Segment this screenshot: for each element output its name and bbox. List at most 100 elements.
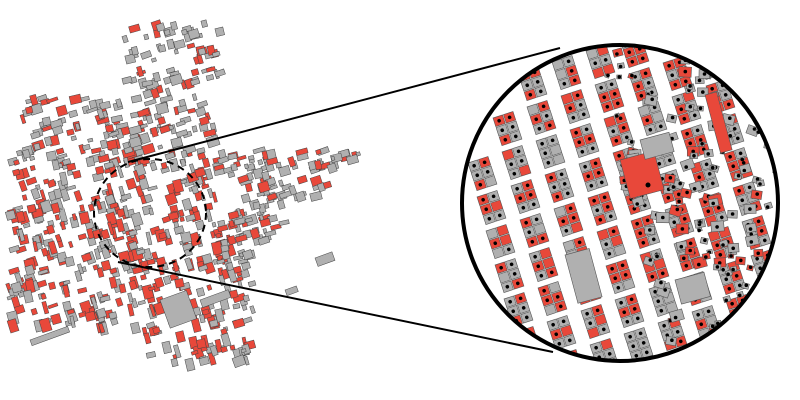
building (57, 153, 68, 160)
building-point (581, 112, 586, 117)
building (21, 194, 28, 201)
building-point (696, 312, 700, 317)
parcel (630, 45, 644, 46)
building (104, 168, 111, 174)
building-point (721, 267, 725, 272)
building (137, 299, 146, 306)
building-point (672, 220, 677, 225)
building (22, 289, 34, 304)
building (118, 185, 125, 196)
building (45, 150, 58, 162)
parcel (738, 163, 752, 175)
building-point (692, 154, 696, 158)
building (18, 179, 28, 193)
building (278, 165, 292, 178)
building-point (719, 215, 724, 220)
building (71, 213, 78, 221)
parcel (710, 54, 724, 68)
building-point (525, 83, 530, 88)
building-point (590, 146, 595, 151)
building (215, 232, 222, 239)
building (205, 208, 213, 223)
building (128, 23, 141, 34)
building-point (740, 198, 745, 203)
building-point (749, 232, 754, 237)
building-point (704, 62, 709, 67)
building-point (644, 350, 649, 355)
building (62, 284, 71, 298)
building-point (680, 227, 685, 231)
building (169, 21, 178, 31)
building (26, 203, 37, 214)
building (29, 94, 39, 106)
building (58, 208, 68, 223)
building-point (550, 138, 555, 143)
building-point (625, 319, 630, 324)
building (330, 155, 336, 162)
building (266, 156, 279, 166)
building-point (588, 321, 593, 326)
parcel (713, 64, 727, 77)
parcel (559, 362, 571, 374)
parcel (731, 316, 745, 329)
building-point (491, 194, 496, 199)
block (503, 292, 534, 327)
building (98, 150, 106, 157)
parcel (491, 246, 505, 259)
building (10, 295, 21, 308)
building-point (560, 356, 564, 361)
building-point (748, 227, 753, 231)
building-point (562, 182, 567, 186)
building (96, 107, 105, 120)
building (55, 104, 69, 117)
building (197, 152, 207, 161)
building-point (770, 309, 775, 314)
building (164, 228, 171, 239)
building-point (727, 286, 732, 291)
large-building (674, 271, 711, 305)
building-point (688, 84, 692, 88)
building-point (692, 113, 697, 118)
building-point (630, 59, 635, 64)
building-point (711, 49, 716, 54)
building-point (659, 280, 663, 285)
building (316, 182, 326, 193)
building (25, 176, 38, 186)
building (145, 321, 156, 329)
block (476, 190, 507, 225)
building (47, 302, 59, 310)
building-point (603, 58, 608, 62)
building (30, 187, 41, 200)
building-point (717, 261, 722, 265)
building-point (584, 127, 589, 132)
parcel (499, 233, 513, 247)
building-point (756, 251, 760, 256)
building (288, 184, 298, 196)
building (120, 193, 132, 201)
building (122, 205, 130, 218)
block (596, 225, 627, 260)
building-point (700, 142, 704, 146)
building (198, 356, 210, 367)
building (190, 78, 201, 86)
building (204, 168, 214, 181)
building-point (509, 162, 514, 167)
building (185, 213, 196, 222)
parcel (742, 313, 756, 326)
building-point (755, 177, 760, 181)
building (135, 185, 144, 198)
building (51, 159, 61, 171)
block (585, 45, 616, 79)
building-point (779, 188, 783, 192)
building (164, 151, 176, 160)
parcel (484, 175, 498, 188)
building-point (612, 92, 617, 96)
building (59, 171, 69, 186)
building-point (598, 217, 603, 222)
building-point (528, 92, 533, 97)
building (108, 130, 120, 138)
building-point (646, 81, 651, 85)
building-point (650, 274, 655, 279)
building (118, 283, 127, 294)
building-point (703, 238, 707, 242)
